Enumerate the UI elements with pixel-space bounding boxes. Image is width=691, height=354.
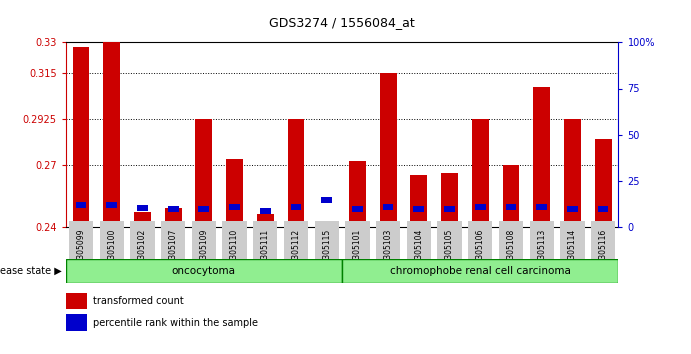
Bar [595, 139, 612, 227]
Bar [383, 204, 393, 210]
Text: GSM305111: GSM305111 [261, 228, 269, 274]
Bar [257, 214, 274, 227]
Bar [73, 47, 89, 227]
Bar [164, 208, 182, 227]
Text: oncocytoma: oncocytoma [172, 266, 236, 276]
Text: GSM305099: GSM305099 [77, 228, 86, 275]
Bar [137, 205, 148, 211]
Text: GSM305115: GSM305115 [322, 228, 331, 275]
Bar [502, 165, 520, 227]
Bar [536, 204, 547, 210]
Bar [75, 202, 86, 208]
Bar [567, 206, 578, 212]
Text: transformed count: transformed count [93, 296, 184, 306]
Text: GDS3274 / 1556084_at: GDS3274 / 1556084_at [269, 16, 415, 29]
Text: GSM305114: GSM305114 [568, 228, 577, 275]
Bar [198, 206, 209, 212]
Bar [66, 293, 87, 309]
Bar [66, 314, 87, 331]
Text: GSM305102: GSM305102 [138, 228, 147, 275]
Text: GSM305101: GSM305101 [353, 228, 362, 275]
Bar [379, 73, 397, 227]
Bar [349, 161, 366, 227]
Text: GSM305109: GSM305109 [199, 228, 209, 275]
Text: GSM305116: GSM305116 [598, 228, 607, 275]
Bar [260, 208, 271, 214]
Bar [106, 202, 117, 208]
Bar [441, 173, 458, 227]
Bar [66, 259, 342, 283]
Bar [319, 224, 335, 227]
Text: GSM305106: GSM305106 [475, 228, 485, 275]
Text: GSM305105: GSM305105 [445, 228, 454, 275]
Text: percentile rank within the sample: percentile rank within the sample [93, 318, 258, 327]
Text: GSM305107: GSM305107 [169, 228, 178, 275]
Bar [564, 119, 581, 227]
Bar [472, 119, 489, 227]
Text: GSM305100: GSM305100 [107, 228, 116, 275]
Bar [352, 206, 363, 212]
Text: GSM305110: GSM305110 [230, 228, 239, 275]
Text: GSM305104: GSM305104 [415, 228, 424, 275]
Bar [342, 259, 618, 283]
Text: GSM305103: GSM305103 [384, 228, 392, 275]
Bar [196, 119, 212, 227]
Bar [598, 206, 609, 212]
Bar [413, 206, 424, 212]
Text: GSM305113: GSM305113 [537, 228, 546, 275]
Bar [291, 204, 301, 210]
Text: chromophobe renal cell carcinoma: chromophobe renal cell carcinoma [390, 266, 571, 276]
Bar [226, 159, 243, 227]
Bar [134, 212, 151, 227]
Bar [229, 204, 240, 210]
Bar [475, 204, 486, 210]
Text: GSM305112: GSM305112 [292, 228, 301, 274]
Text: GSM305108: GSM305108 [507, 228, 515, 275]
Bar [410, 176, 427, 227]
Bar [533, 87, 550, 227]
Text: disease state ▶: disease state ▶ [0, 266, 62, 276]
Bar [287, 119, 305, 227]
Bar [321, 197, 332, 203]
Bar [103, 42, 120, 227]
Bar [444, 206, 455, 212]
Bar [168, 206, 178, 212]
Bar [506, 204, 516, 210]
